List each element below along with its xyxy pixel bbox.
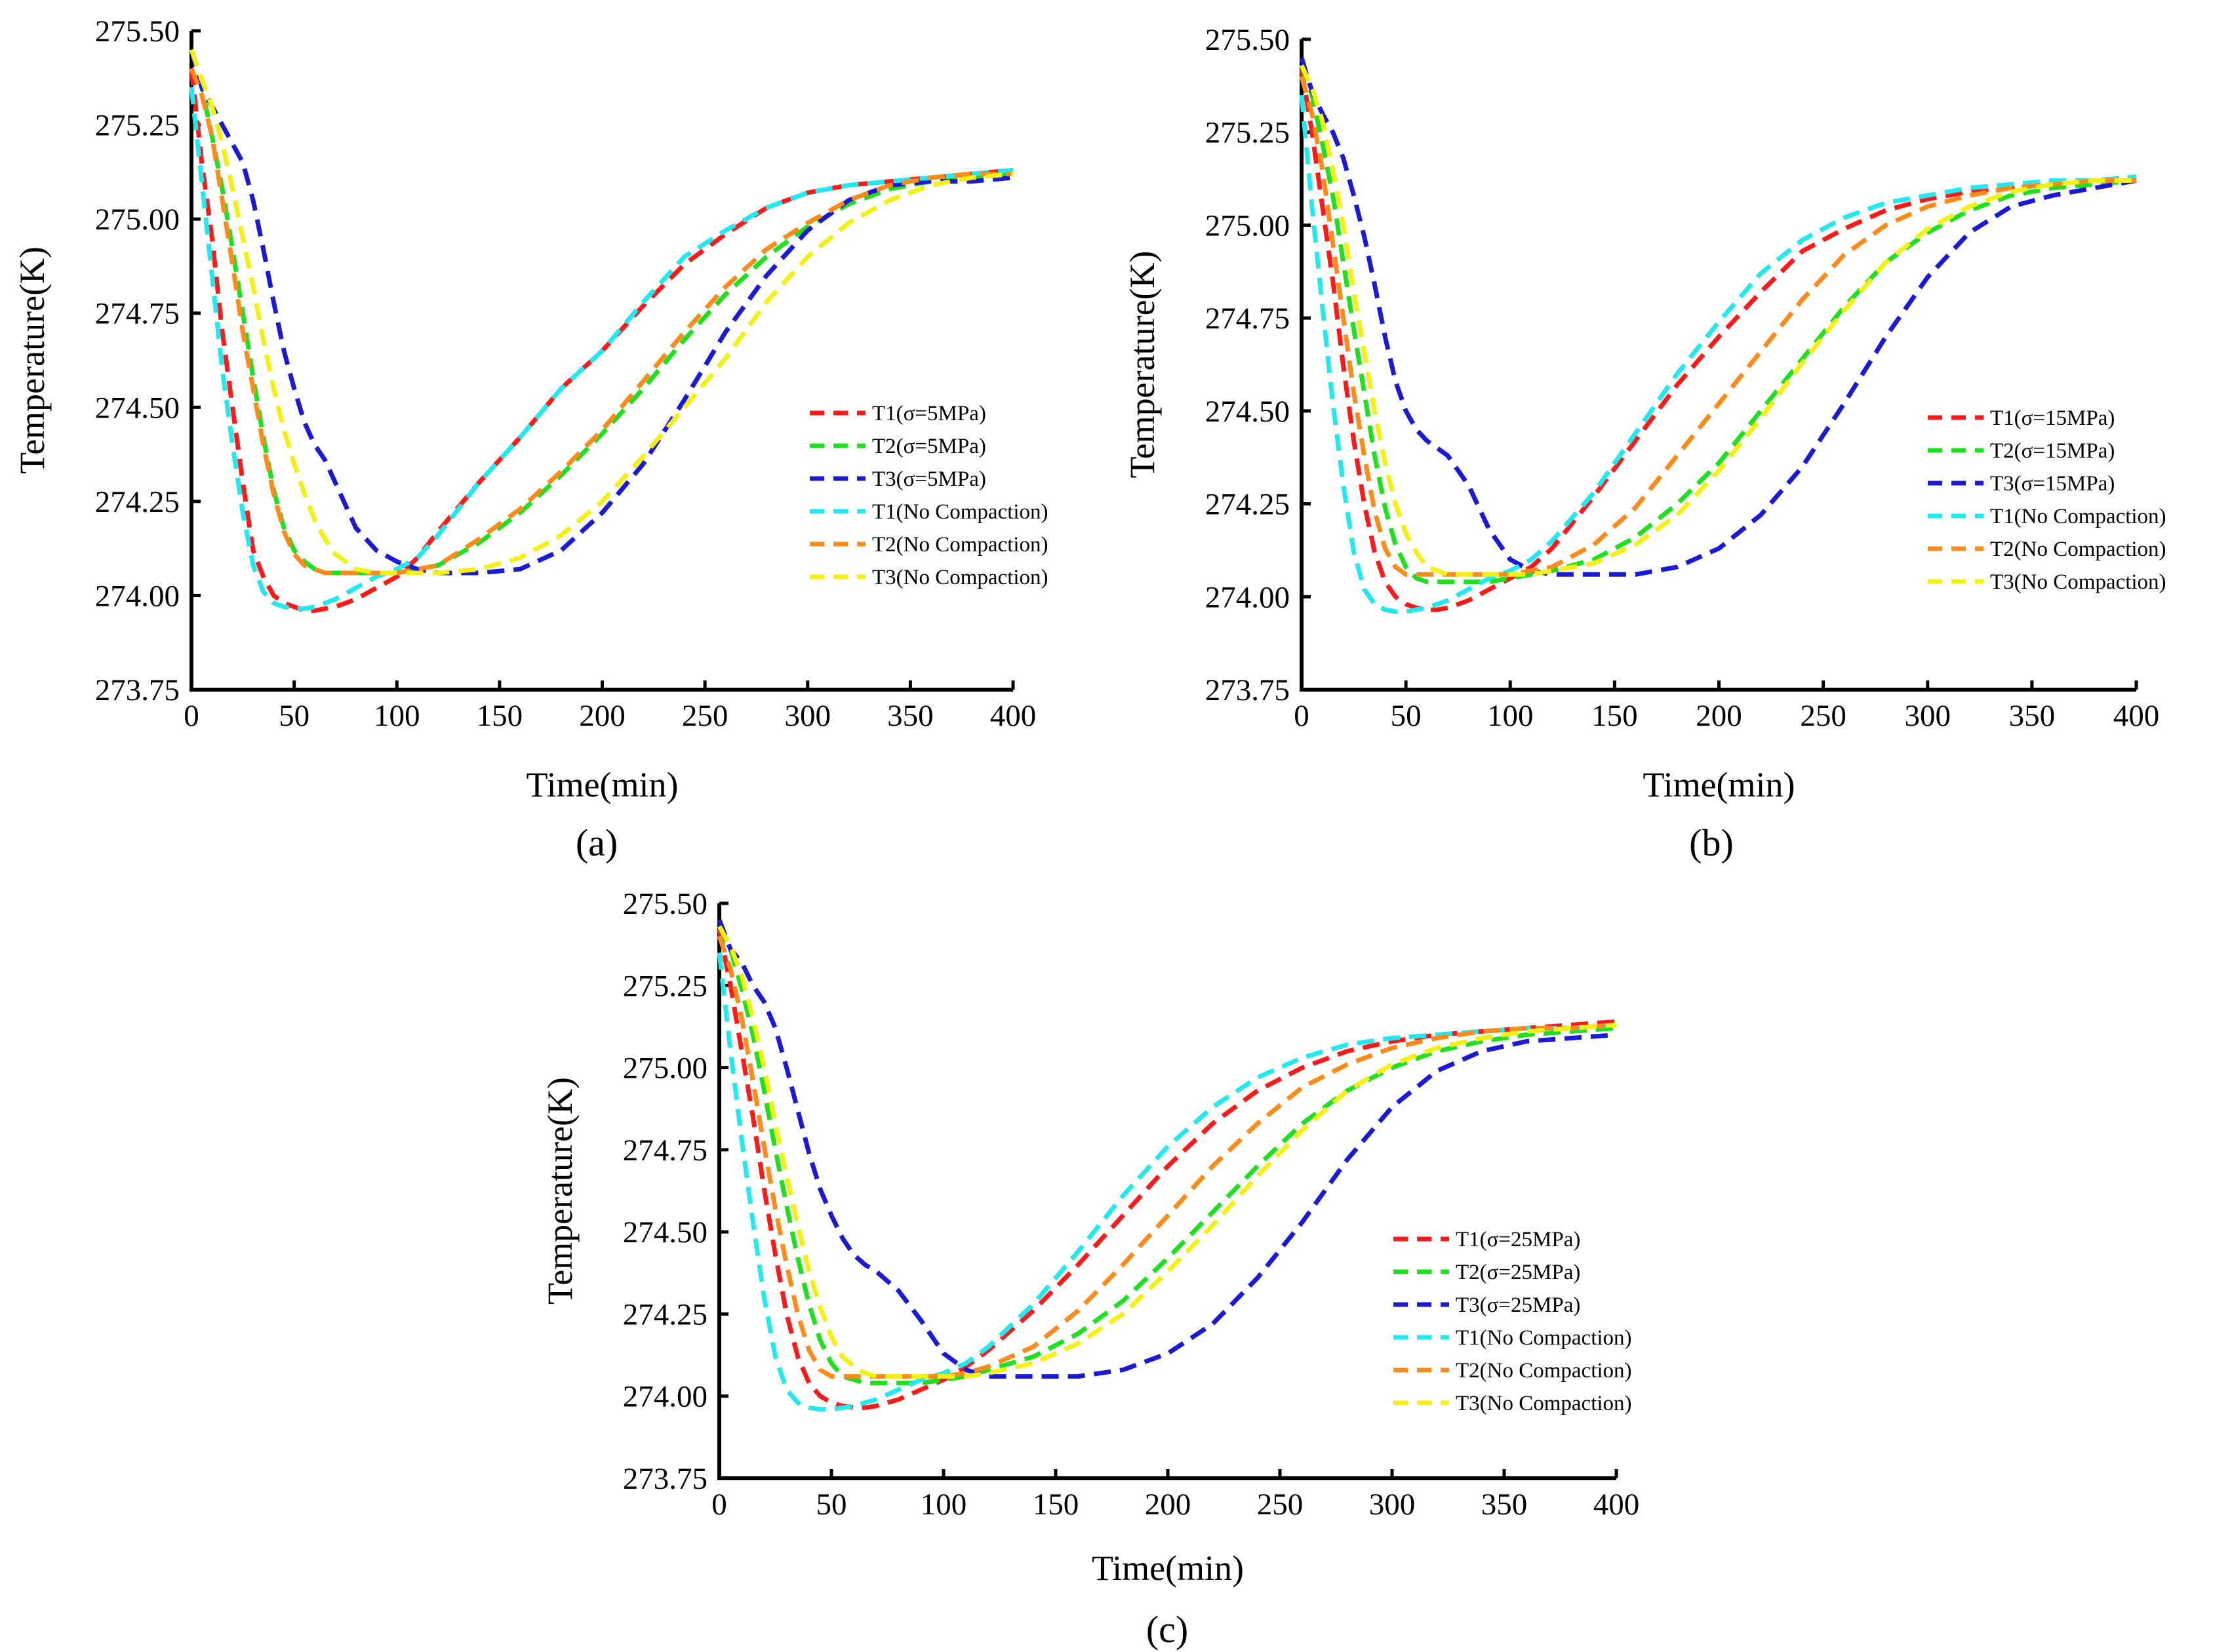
series-line-6	[1299, 64, 2136, 577]
y-tick-label: 274.50	[1205, 395, 1290, 429]
y-tick-label: 275.50	[1205, 23, 1290, 57]
x-tick-label: 400	[1593, 1487, 1640, 1522]
x-tick-label: 300	[1369, 1487, 1416, 1522]
series-line-1	[717, 929, 1617, 1410]
x-tick-label: 250	[1800, 699, 1846, 733]
legend-label: T1(No Compaction)	[1990, 505, 2166, 528]
x-tick-label: 100	[374, 699, 420, 733]
x-tick-label: 350	[887, 699, 934, 733]
series-line-3	[717, 918, 1617, 1379]
y-tick-label: 275.50	[95, 14, 180, 49]
x-tick-label: 50	[279, 699, 309, 733]
legend-label: T2(No Compaction)	[1990, 538, 2166, 561]
legend-label: T2(σ=5MPa)	[872, 435, 986, 458]
series-line-5	[189, 68, 1013, 576]
y-tick-label: 274.75	[623, 1133, 708, 1168]
x-tick-label: 250	[682, 699, 728, 733]
legend-label: T1(No Compaction)	[872, 500, 1048, 524]
y-tick-label: 274.25	[1205, 488, 1290, 522]
legend-label: T3(No Compaction)	[872, 566, 1048, 589]
y-tick-label: 275.00	[623, 1052, 708, 1086]
y-axis-label: Temperature(K)	[12, 246, 52, 474]
legend: T1(σ=25MPa) T2(σ=25MPa) T3(σ=25MPa) T1(No C…	[1393, 1228, 1632, 1415]
x-tick-label: 300	[1905, 699, 1951, 733]
x-axis-label: Time(min)	[526, 765, 678, 804]
x-tick-label: 300	[785, 699, 831, 733]
y-tick-label: 275.25	[623, 969, 708, 1003]
chart-panel-c: 0 50 100 150 200 250 300 350 400 273.75 274.00 274.…	[540, 887, 1639, 1651]
legend-label: T3(σ=5MPa)	[872, 467, 986, 491]
y-tick-label: 275.25	[1205, 116, 1290, 150]
x-tick-label: 50	[1391, 699, 1422, 733]
x-tick-label: 150	[477, 699, 523, 733]
y-tick-label: 274.25	[95, 485, 180, 519]
y-tick-label: 273.75	[623, 1462, 708, 1496]
series-line-3	[189, 49, 1014, 576]
legend-label: T2(σ=25MPa)	[1456, 1261, 1580, 1284]
y-axis-label: Temperature(K)	[540, 1077, 580, 1305]
x-tick-label: 200	[1696, 699, 1742, 733]
legend-label: T3(σ=15MPa)	[1990, 472, 2115, 496]
y-tick-label: 274.50	[95, 391, 180, 425]
legend-label: T2(No Compaction)	[872, 533, 1048, 557]
series-line-3	[1299, 57, 2137, 577]
series-line-4	[1299, 94, 2137, 614]
x-tick-label: 400	[990, 699, 1037, 733]
legend-label: T1(No Compaction)	[1456, 1326, 1632, 1350]
legend-label: T3(No Compaction)	[1456, 1392, 1632, 1415]
x-tick-label: 400	[2113, 699, 2160, 733]
x-tick-label: 250	[1257, 1487, 1304, 1522]
legend-label: T2(No Compaction)	[1456, 1359, 1632, 1383]
x-tick-label: 150	[1033, 1487, 1079, 1522]
legend: T1(σ=5MPa) T2(σ=5MPa) T3(σ=5MPa) T1(No Comp…	[810, 402, 1048, 589]
chart-panel-a: 0 50 100 150 200 250 300 350 400 273.75 274.00 274.…	[12, 14, 1048, 864]
series-line-4	[189, 87, 1014, 611]
x-tick-label: 0	[184, 699, 199, 733]
x-tick-label: 100	[921, 1487, 967, 1522]
panel-label: (c)	[1146, 1608, 1188, 1651]
y-tick-label: 274.25	[623, 1297, 708, 1331]
legend-label: T3(σ=25MPa)	[1456, 1293, 1580, 1317]
legend-label: T1(σ=15MPa)	[1990, 406, 2115, 430]
y-tick-label: 275.00	[1205, 208, 1290, 243]
legend: T1(σ=15MPa) T2(σ=15MPa) T3(σ=15MPa) T1(No C…	[1928, 406, 2166, 594]
x-tick-label: 200	[1145, 1487, 1191, 1522]
legend-label: T2(σ=15MPa)	[1990, 439, 2115, 463]
x-tick-label: 50	[816, 1487, 847, 1522]
legend-label: T1(σ=5MPa)	[872, 402, 986, 425]
y-tick-label: 274.75	[95, 297, 180, 331]
y-axis-label: Temperature(K)	[1123, 250, 1162, 478]
panel-label: (b)	[1689, 821, 1734, 864]
panel-label: (a)	[576, 821, 618, 864]
y-tick-label: 275.25	[95, 109, 180, 143]
y-tick-label: 274.00	[623, 1380, 708, 1414]
series-line-6	[189, 49, 1014, 576]
y-tick-label: 274.75	[1205, 302, 1290, 336]
x-tick-label: 200	[579, 699, 626, 733]
legend-label: T3(No Compaction)	[1990, 570, 2166, 594]
series-line-4	[717, 952, 1617, 1412]
y-tick-label: 275.50	[623, 887, 708, 921]
x-axis-label: Time(min)	[1643, 765, 1795, 804]
chart-panel-b: 0 50 100 150 200 250 300 350 400 273.75 274.00 274.…	[1123, 23, 2166, 864]
series-line-1	[1299, 68, 2137, 612]
series-line-5	[1299, 75, 2136, 577]
series-line-1	[189, 68, 1014, 613]
x-tick-label: 150	[1591, 699, 1638, 733]
y-tick-label: 275.00	[95, 203, 180, 237]
y-tick-label: 274.00	[95, 579, 180, 613]
x-axis-label: Time(min)	[1092, 1548, 1244, 1588]
series-line-5	[717, 935, 1617, 1379]
y-tick-label: 274.50	[623, 1215, 708, 1249]
x-tick-label: 350	[2009, 699, 2056, 733]
x-tick-label: 350	[1481, 1487, 1528, 1522]
y-tick-label: 273.75	[1205, 673, 1290, 707]
x-tick-label: 0	[711, 1487, 727, 1522]
x-tick-label: 0	[1294, 699, 1309, 733]
legend-label: T1(σ=25MPa)	[1456, 1228, 1580, 1251]
y-tick-label: 274.00	[1205, 580, 1290, 614]
x-tick-label: 100	[1487, 699, 1534, 733]
y-tick-label: 273.75	[95, 673, 180, 707]
